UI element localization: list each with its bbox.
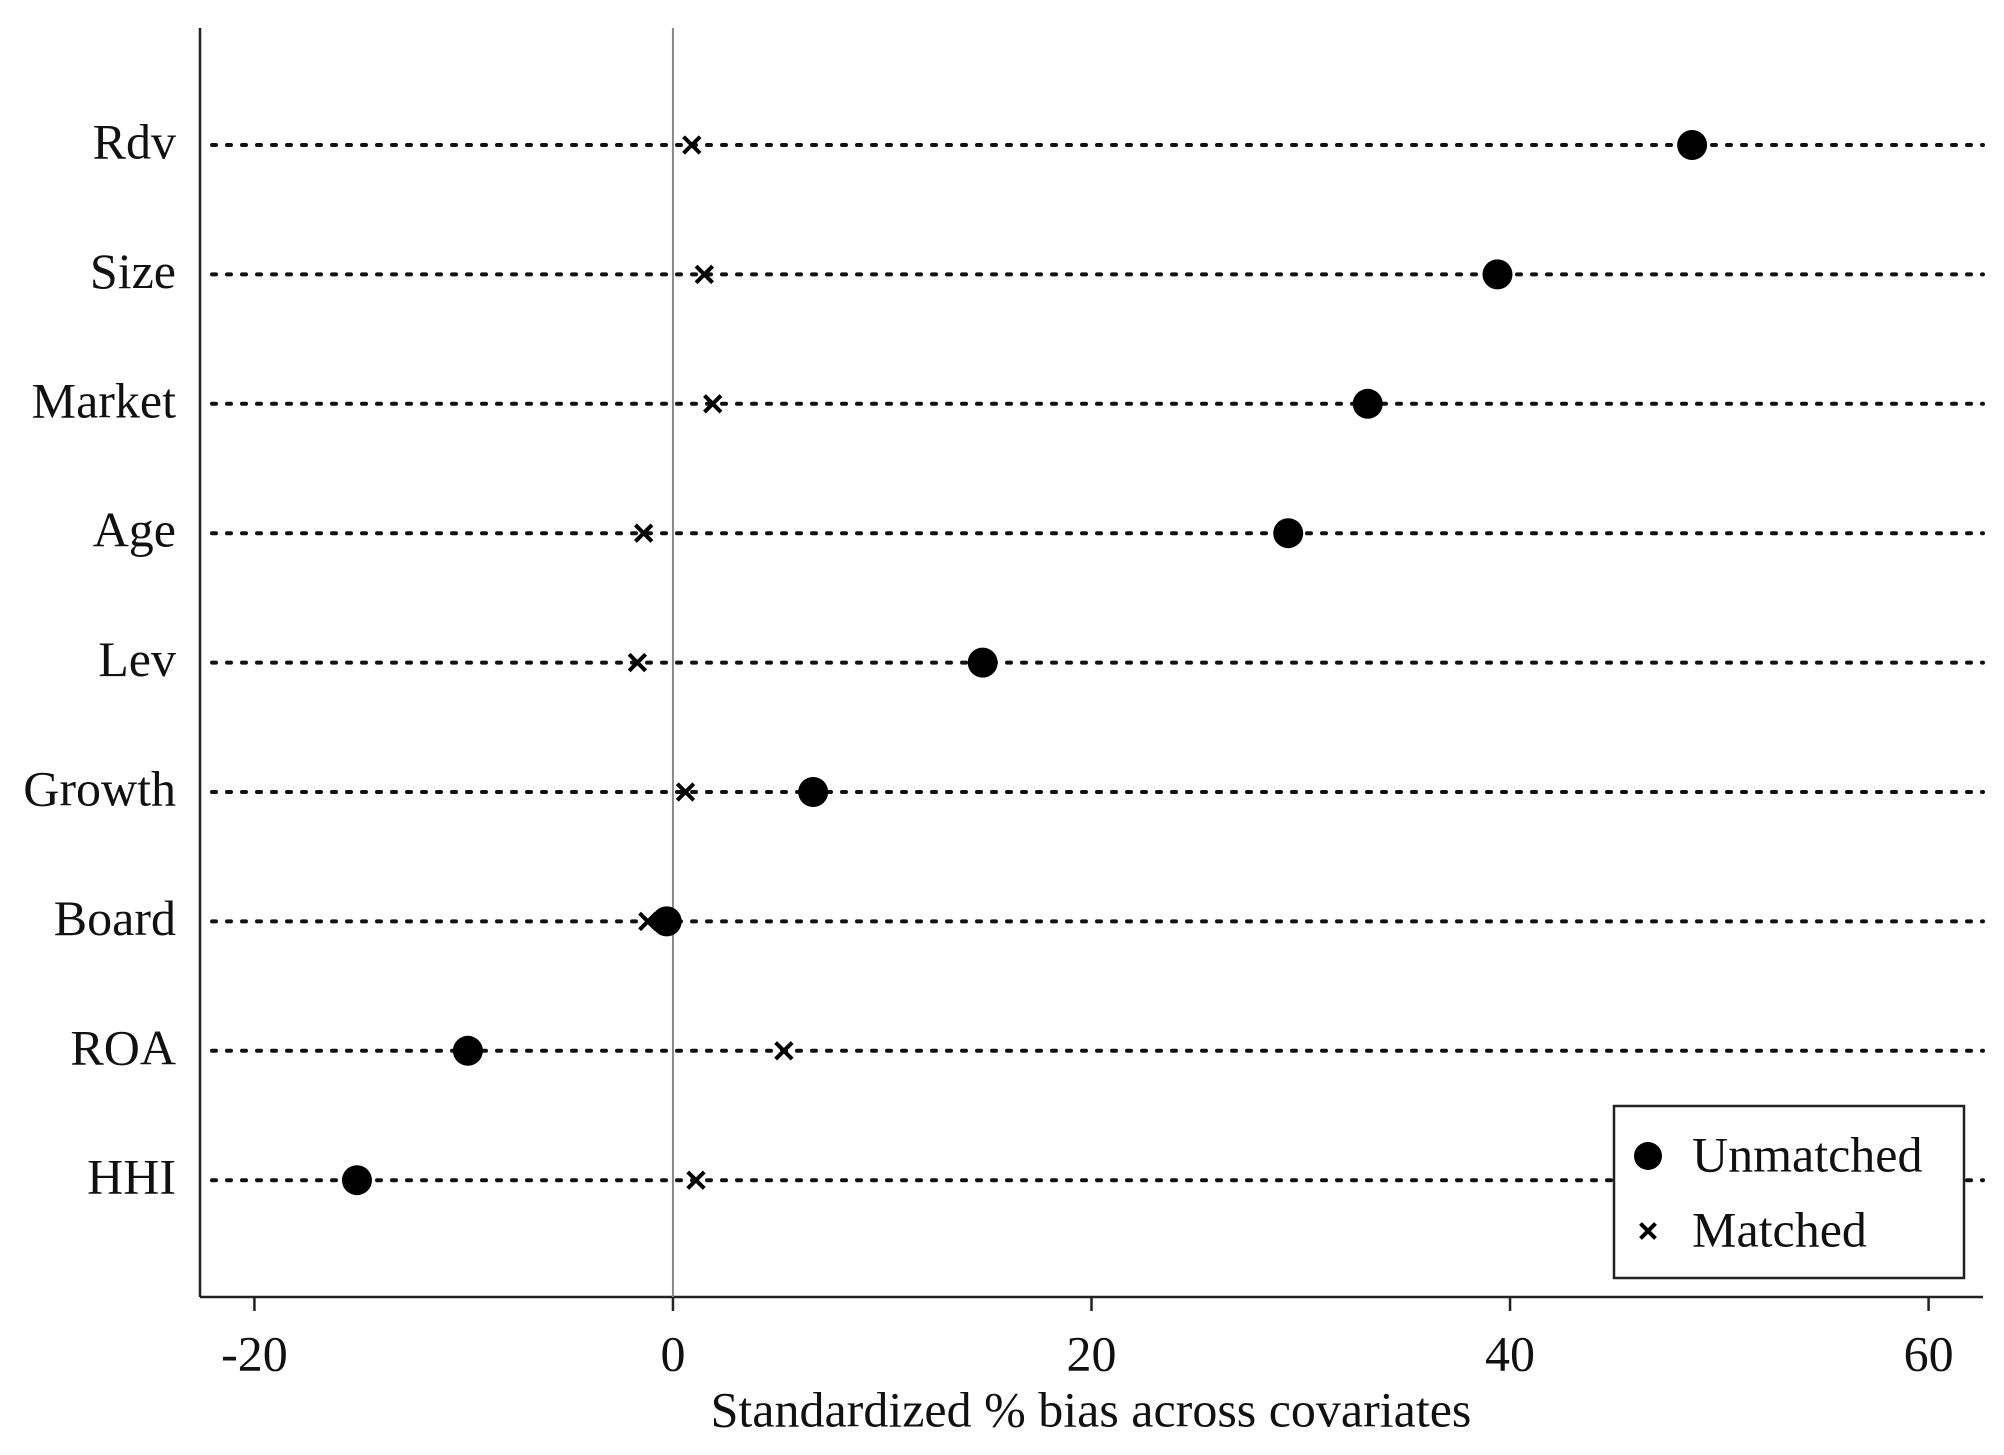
legend-marker: [1639, 1222, 1657, 1240]
y-tick-label: Age: [93, 502, 176, 558]
x-tick-label: 0: [660, 1325, 685, 1381]
point: [1273, 518, 1304, 549]
point: [967, 647, 998, 678]
point: [633, 523, 654, 543]
point: [627, 652, 648, 673]
legend-label: Matched: [1692, 1201, 1867, 1257]
point: [798, 777, 829, 807]
y-tick-label: Growth: [23, 760, 176, 816]
y-tick-label: Lev: [98, 631, 176, 687]
y-tick-label: Rdv: [93, 113, 176, 169]
point: [675, 782, 696, 802]
point: [651, 906, 682, 937]
x-tick-label: 40: [1485, 1325, 1535, 1381]
y-tick-label: HHI: [87, 1149, 176, 1205]
x-axis-title: Standardized % bias across covariates: [711, 1381, 1472, 1437]
legend-box: [1612, 1104, 1966, 1280]
point: [341, 1165, 372, 1196]
y-tick-label: Market: [32, 372, 176, 428]
point: [1677, 130, 1708, 160]
x-tick-label: 60: [1904, 1325, 1954, 1381]
y-tick-label: Board: [54, 890, 176, 946]
y-tick-label: Size: [90, 243, 176, 299]
point: [682, 135, 702, 155]
point: [774, 1041, 794, 1061]
point: [686, 1170, 706, 1190]
x-tick-label: -20: [221, 1325, 288, 1381]
point: [452, 1035, 483, 1066]
x-tick-label: 20: [1067, 1325, 1117, 1381]
y-tick-label: ROA: [70, 1019, 176, 1075]
point: [703, 394, 723, 414]
point: [694, 264, 715, 285]
point: [1482, 259, 1513, 290]
legend-marker: [1634, 1142, 1662, 1170]
point: [638, 911, 658, 932]
legend-label: Unmatched: [1692, 1126, 1922, 1182]
point: [1352, 388, 1383, 419]
